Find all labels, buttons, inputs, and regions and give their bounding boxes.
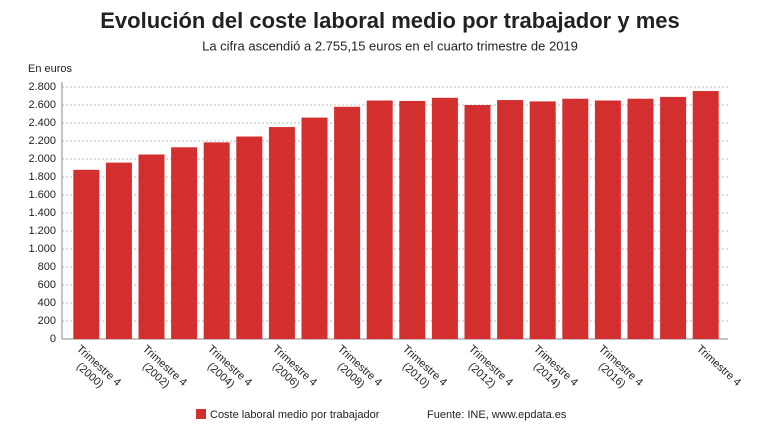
- y-tick-label: 1.800: [28, 171, 56, 183]
- bar: [692, 91, 719, 339]
- bar: [660, 96, 687, 340]
- y-tick-label: 2.400: [28, 117, 56, 129]
- legend-label: Coste laboral medio por trabajador: [210, 409, 380, 421]
- y-tick-label: 1.600: [28, 189, 56, 201]
- bar: [203, 142, 230, 339]
- chart-subtitle: La cifra ascendió a 2.755,15 euros en el…: [202, 38, 578, 53]
- legend-swatch: [196, 409, 206, 419]
- bar: [138, 154, 165, 339]
- source: Fuente: INE, www.epdata.es: [427, 409, 567, 421]
- y-tick-label: 1.400: [28, 207, 56, 219]
- chart-title: Evolución del coste laboral medio por tr…: [100, 8, 680, 33]
- bar: [399, 100, 426, 339]
- bar: [562, 98, 589, 339]
- y-axis-label: En euros: [28, 63, 73, 75]
- bar: [301, 117, 328, 339]
- y-tick-label: 200: [38, 315, 56, 327]
- bar: [594, 100, 621, 339]
- bar: [268, 127, 295, 339]
- y-tick-label: 2.200: [28, 135, 56, 147]
- y-tick-label: 2.000: [28, 153, 56, 165]
- bar: [366, 100, 393, 339]
- y-tick-label: 2.800: [28, 81, 56, 93]
- bar: [627, 98, 654, 339]
- bar: [529, 101, 556, 340]
- bar: [73, 169, 100, 339]
- bar: [464, 105, 491, 339]
- y-tick-label: 2.600: [28, 99, 56, 111]
- y-tick-label: 600: [38, 279, 56, 291]
- y-tick-label: 0: [50, 333, 56, 345]
- y-tick-label: 800: [38, 261, 56, 273]
- bar: [236, 136, 263, 339]
- y-tick-label: 1.000: [28, 243, 56, 255]
- bar: [431, 97, 458, 339]
- bar: [497, 100, 524, 339]
- y-tick-label: 400: [38, 297, 56, 309]
- bar: [105, 162, 132, 339]
- y-tick-label: 1.200: [28, 225, 56, 237]
- bar: [171, 147, 198, 339]
- bar: [334, 106, 361, 339]
